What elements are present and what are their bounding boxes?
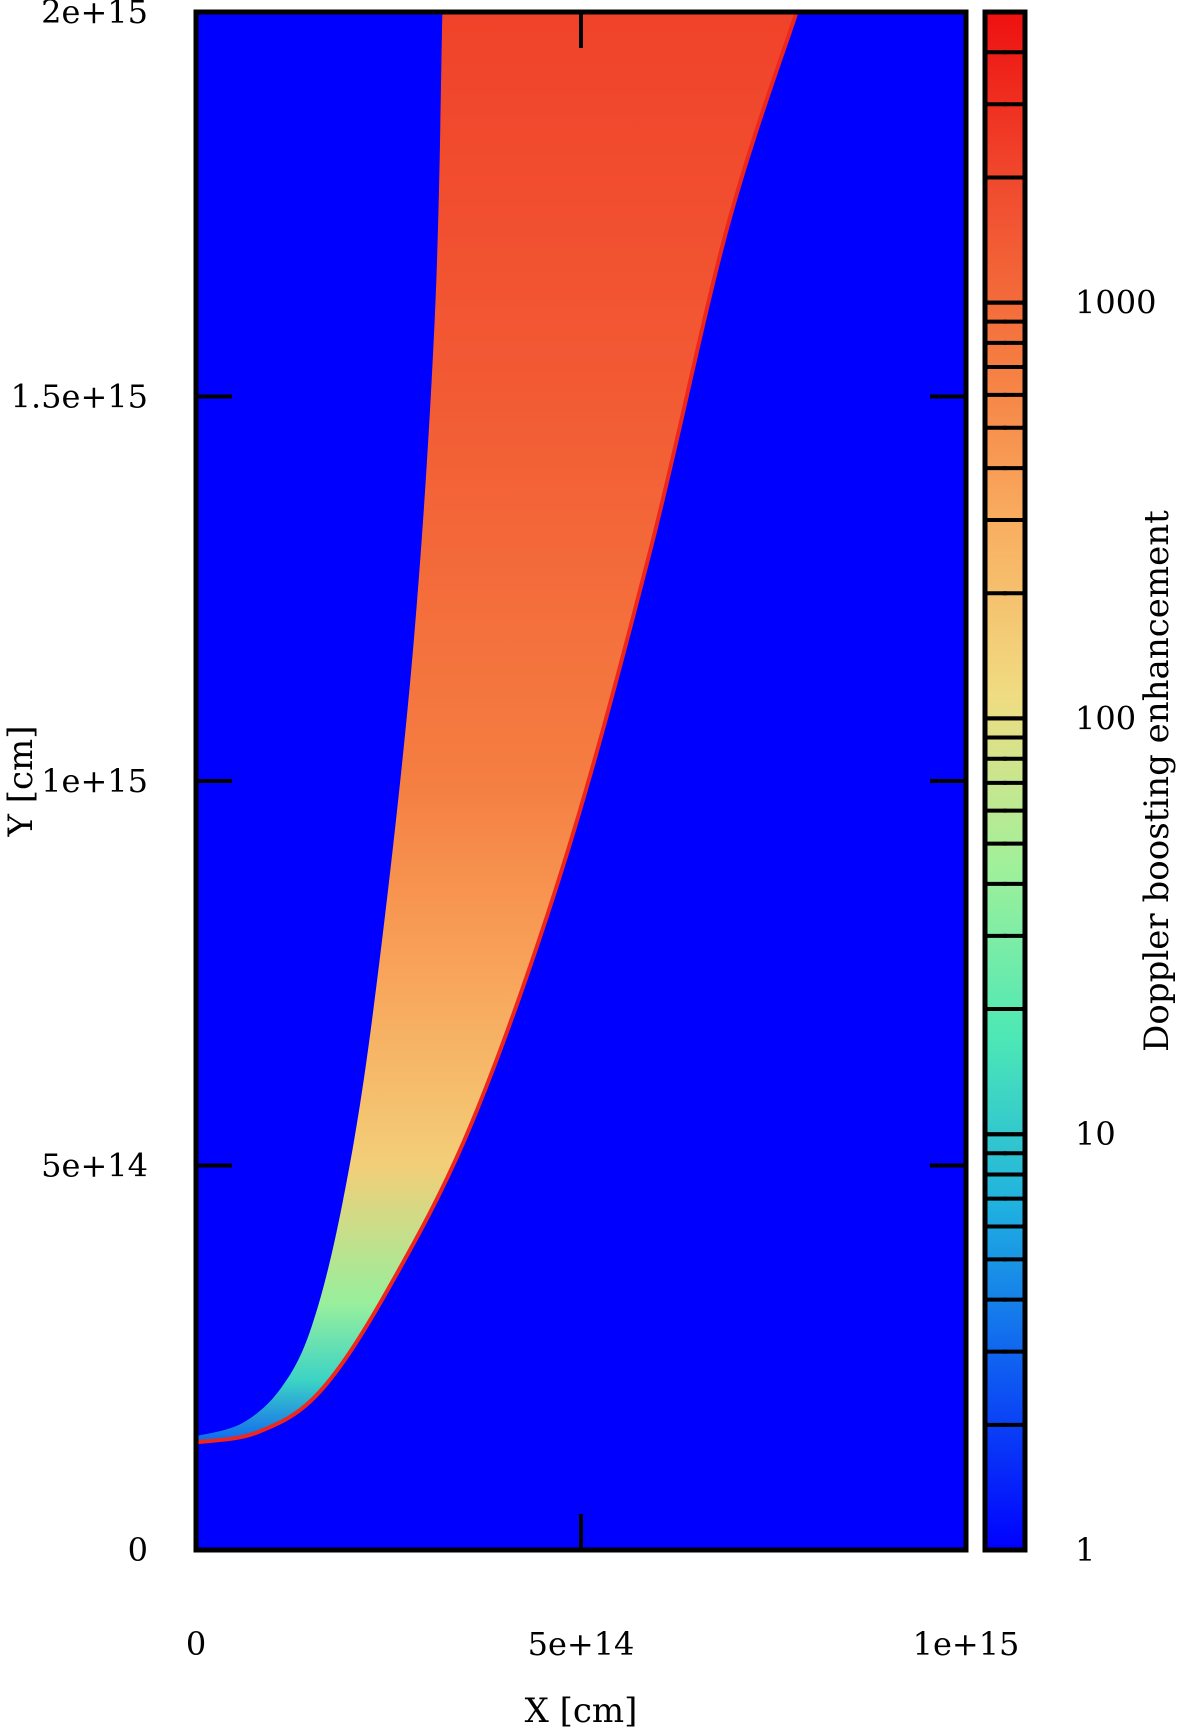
y-tick-label-2: 1e+15 bbox=[41, 762, 148, 800]
colorbar-tick-labels: 1 10 100 1000 bbox=[1075, 284, 1156, 1569]
y-tick-labels: 0 5e+14 1e+15 1.5e+15 2e+15 bbox=[11, 0, 148, 1569]
x-tick-label-2: 1e+15 bbox=[913, 1625, 1020, 1663]
colorbar-tick-label-3: 1000 bbox=[1075, 284, 1156, 322]
x-tick-label-1: 5e+14 bbox=[528, 1625, 635, 1663]
boosted-shell-outer-rim bbox=[196, 12, 799, 1445]
colorbar-tick-label-0: 1 bbox=[1075, 1531, 1095, 1569]
plot-area bbox=[193, 9, 969, 1553]
colorbar-frame bbox=[982, 9, 1028, 1553]
x-tick-labels: 0 5e+14 1e+15 bbox=[186, 1625, 1020, 1663]
x-axis-label: X [cm] bbox=[525, 1691, 638, 1731]
y-tick-label-0: 0 bbox=[128, 1531, 148, 1569]
y-tick-label-3: 1.5e+15 bbox=[11, 378, 148, 416]
colorbar-tick-label-1: 10 bbox=[1075, 1115, 1116, 1153]
plot-frame bbox=[193, 9, 969, 1553]
colorbar: 1 10 100 1000 Doppler boosting enhancement bbox=[982, 9, 1177, 1569]
y-tick-label-4: 2e+15 bbox=[41, 0, 148, 31]
colorbar-tick-label-2: 100 bbox=[1075, 699, 1136, 737]
y-tick-label-1: 5e+14 bbox=[41, 1147, 148, 1185]
x-tick-label-0: 0 bbox=[186, 1625, 206, 1663]
boosted-shell-region bbox=[196, 12, 797, 1443]
y-axis-label: Y [cm] bbox=[1, 725, 41, 837]
colorbar-label: Doppler boosting enhancement bbox=[1137, 510, 1177, 1052]
